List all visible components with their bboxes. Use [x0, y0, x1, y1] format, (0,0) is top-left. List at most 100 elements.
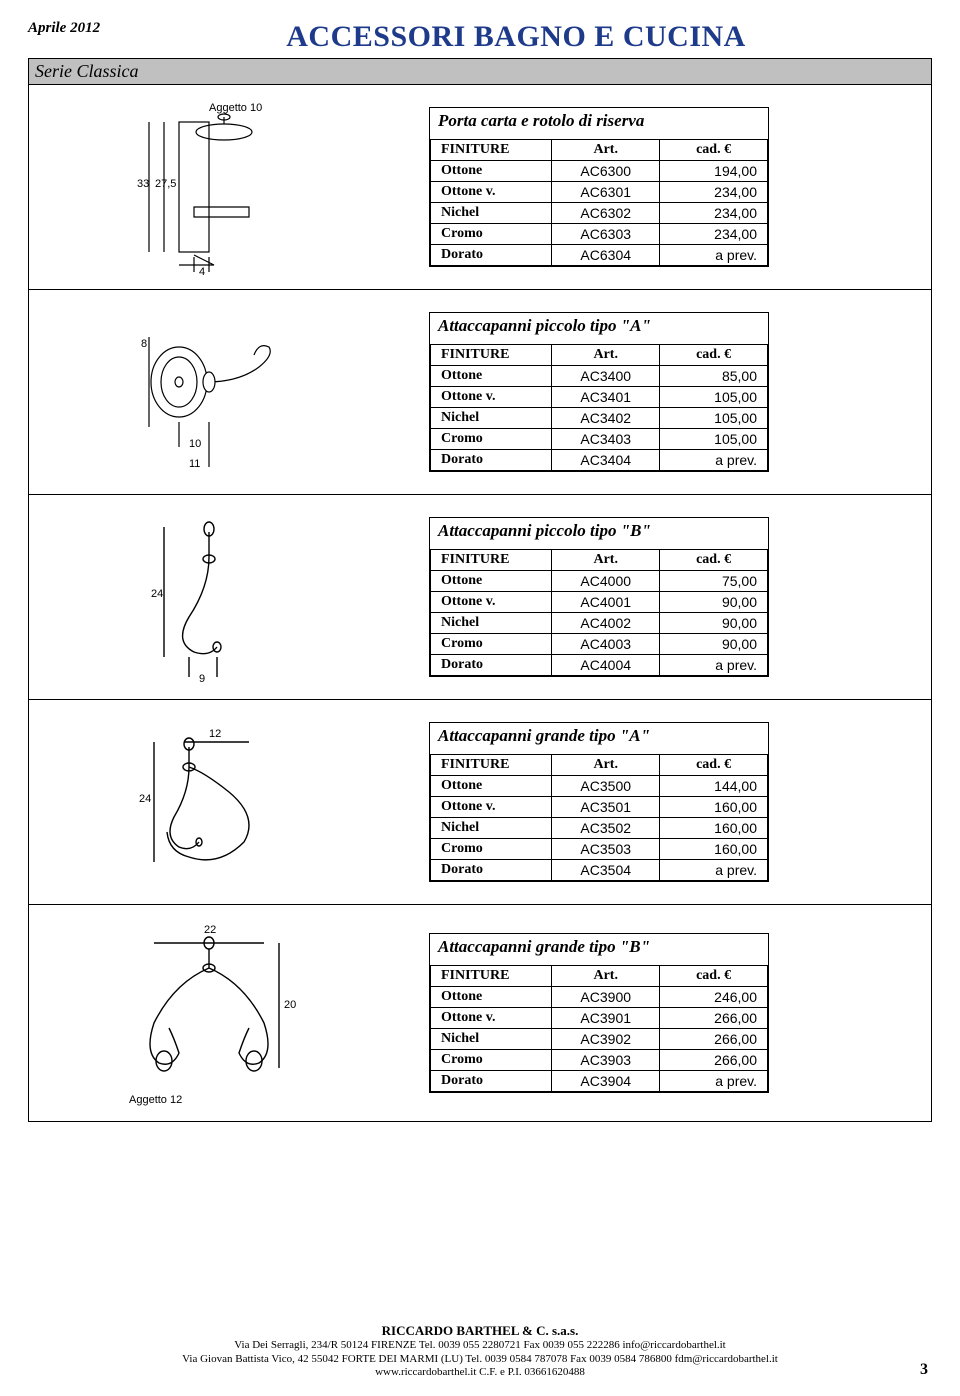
product-drawing: 8 10 11: [29, 290, 389, 494]
cell: a prev.: [660, 450, 768, 471]
row-label: Ottone: [431, 987, 552, 1008]
cell: AC3501: [552, 797, 660, 818]
cell: 90,00: [660, 613, 768, 634]
cell: AC3902: [552, 1029, 660, 1050]
product-title: Porta carta e rotolo di riserva: [430, 108, 768, 139]
row-label: Nichel: [431, 1029, 552, 1050]
row-label: Dorato: [431, 1071, 552, 1092]
svg-text:10: 10: [189, 438, 201, 450]
cell: 234,00: [660, 182, 768, 203]
product-drawing: 22 20 Aggetto 12: [29, 905, 389, 1121]
row-label: Cromo: [431, 429, 552, 450]
col-header: Art.: [552, 755, 660, 776]
cell: AC3504: [552, 860, 660, 881]
col-header: cad. €: [660, 140, 768, 161]
cell: 160,00: [660, 818, 768, 839]
cell: AC6303: [552, 224, 660, 245]
col-header: FINITURE: [431, 966, 552, 987]
cell: 194,00: [660, 161, 768, 182]
row-label: Ottone v.: [431, 592, 552, 613]
cell: AC6300: [552, 161, 660, 182]
cell: 246,00: [660, 987, 768, 1008]
product-row: 8 10 11 Attaccapanni piccolo tipo "A" FI…: [29, 290, 931, 495]
col-header: Art.: [552, 140, 660, 161]
cell: a prev.: [660, 245, 768, 266]
row-label: Ottone: [431, 161, 552, 182]
cell: 90,00: [660, 634, 768, 655]
row-label: Dorato: [431, 450, 552, 471]
cell: 160,00: [660, 839, 768, 860]
row-label: Ottone v.: [431, 182, 552, 203]
product-drawing: 24 9: [29, 495, 389, 699]
row-label: Ottone: [431, 366, 552, 387]
cell: AC4001: [552, 592, 660, 613]
cell: AC3901: [552, 1008, 660, 1029]
cell: AC3403: [552, 429, 660, 450]
cell: 234,00: [660, 203, 768, 224]
col-header: Art.: [552, 550, 660, 571]
cell: AC3904: [552, 1071, 660, 1092]
row-label: Dorato: [431, 860, 552, 881]
cell: 105,00: [660, 429, 768, 450]
row-label: Cromo: [431, 224, 552, 245]
cell: AC3502: [552, 818, 660, 839]
svg-text:20: 20: [284, 999, 296, 1011]
cell: 105,00: [660, 408, 768, 429]
cell: AC4000: [552, 571, 660, 592]
cell: a prev.: [660, 1071, 768, 1092]
product-title: Attaccapanni piccolo tipo "A": [430, 313, 768, 344]
cell: a prev.: [660, 860, 768, 881]
product-table: Attaccapanni piccolo tipo "B" FINITUREAr…: [429, 517, 769, 677]
product-row: 24 9 Attaccapanni piccolo tipo "B" FINIT…: [29, 495, 931, 700]
col-header: cad. €: [660, 966, 768, 987]
svg-text:27,5: 27,5: [155, 178, 176, 190]
row-label: Ottone: [431, 776, 552, 797]
row-label: Cromo: [431, 634, 552, 655]
product-row: 22 20 Aggetto 12 Attaccapanni grande tip…: [29, 905, 931, 1121]
product-row: Aggetto 10 33 27,5 4 Porta carta e rotol…: [29, 85, 931, 290]
page-title: ACCESSORI BAGNO E CUCINA: [100, 20, 932, 54]
svg-text:24: 24: [151, 588, 163, 600]
series-subtitle: Serie Classica: [28, 58, 932, 85]
svg-text:Aggetto 12: Aggetto 12: [129, 1094, 182, 1106]
cell: AC4002: [552, 613, 660, 634]
svg-text:8: 8: [141, 338, 147, 350]
page-number: 3: [920, 1360, 928, 1380]
row-label: Nichel: [431, 818, 552, 839]
row-label: Cromo: [431, 839, 552, 860]
cell: AC3401: [552, 387, 660, 408]
cell: 266,00: [660, 1008, 768, 1029]
row-label: Ottone v.: [431, 387, 552, 408]
cell: 266,00: [660, 1029, 768, 1050]
cell: 160,00: [660, 797, 768, 818]
product-drawing: Aggetto 10 33 27,5 4: [29, 85, 389, 289]
svg-text:22: 22: [204, 924, 216, 936]
product-table: Attaccapanni grande tipo "A" FINITUREArt…: [429, 722, 769, 882]
row-label: Dorato: [431, 245, 552, 266]
cell: 105,00: [660, 387, 768, 408]
col-header: Art.: [552, 966, 660, 987]
cell: 90,00: [660, 592, 768, 613]
row-label: Cromo: [431, 1050, 552, 1071]
svg-text:4: 4: [199, 266, 205, 277]
cell: 85,00: [660, 366, 768, 387]
page-footer: RICCARDO BARTHEL & C. s.a.s. Via Dei Ser…: [28, 1323, 932, 1381]
row-label: Nichel: [431, 203, 552, 224]
svg-text:12: 12: [209, 728, 221, 740]
cell: 266,00: [660, 1050, 768, 1071]
cell: AC4004: [552, 655, 660, 676]
product-table: Porta carta e rotolo di riserva FINITURE…: [429, 107, 769, 267]
cell: 75,00: [660, 571, 768, 592]
cell: AC3500: [552, 776, 660, 797]
cell: AC6304: [552, 245, 660, 266]
cell: AC3900: [552, 987, 660, 1008]
row-label: Ottone v.: [431, 1008, 552, 1029]
cell: AC6302: [552, 203, 660, 224]
footer-line: www.riccardobarthel.it C.F. e P.I. 03661…: [28, 1366, 932, 1380]
cell: AC3400: [552, 366, 660, 387]
row-label: Dorato: [431, 655, 552, 676]
cell: AC3402: [552, 408, 660, 429]
cell: AC3503: [552, 839, 660, 860]
cell: a prev.: [660, 655, 768, 676]
row-label: Ottone: [431, 571, 552, 592]
